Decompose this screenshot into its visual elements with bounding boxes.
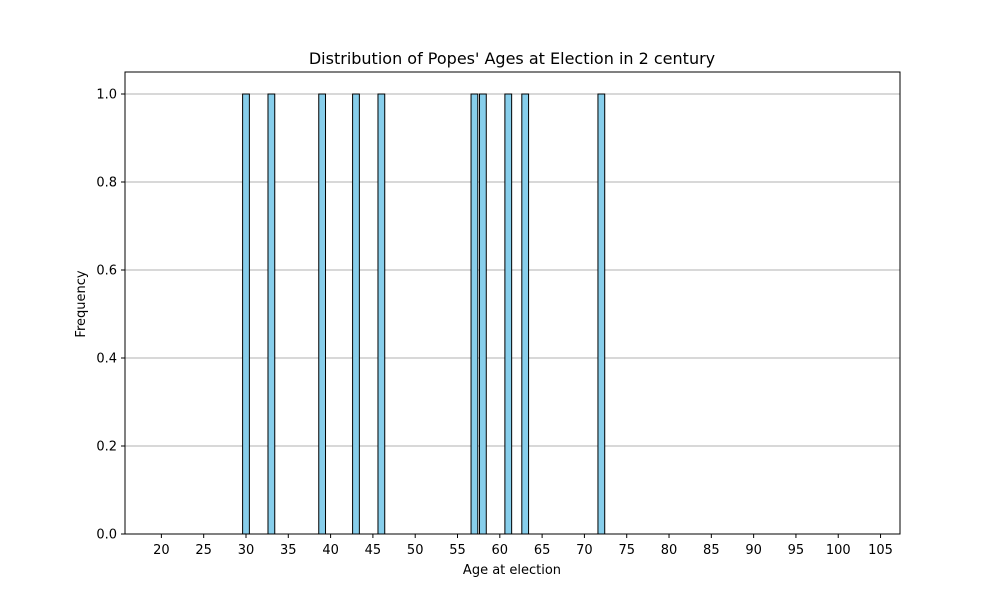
x-tick-label-10: 70 — [576, 543, 593, 558]
y-tick-label-4: 0.8 — [96, 176, 117, 191]
x-tick-label-3: 35 — [280, 543, 297, 558]
histogram-bar-58 — [479, 93, 487, 535]
x-tick-label-7: 55 — [449, 543, 466, 558]
x-tick-label-17: 105 — [868, 543, 893, 558]
x-tick-label-4: 40 — [322, 543, 339, 558]
histogram-bar-63 — [521, 93, 530, 535]
x-tick-label-1: 25 — [195, 543, 212, 558]
histogram-bar-57 — [470, 93, 479, 535]
histogram-bar-30 — [242, 93, 250, 535]
plot-frame — [124, 71, 901, 535]
y-axis-label: Frequency — [74, 270, 89, 337]
histogram-bar-61 — [504, 93, 513, 535]
x-axis-label: Age at election — [463, 563, 561, 578]
x-tick-label-9: 65 — [534, 543, 551, 558]
x-tick-label-13: 85 — [703, 543, 720, 558]
y-tick-label-0: 0.0 — [96, 528, 117, 543]
x-tick-label-12: 80 — [661, 543, 678, 558]
chart-title: Distribution of Popes' Ages at Election … — [309, 49, 715, 68]
x-axis-ticks: 20 25 30 35 40 45 50 55 60 65 70 75 80 85 90 95 100 105 — [153, 534, 893, 558]
histogram-bar-39 — [318, 93, 327, 535]
x-tick-label-5: 45 — [365, 543, 382, 558]
y-axis-ticks: 0.0 0.2 0.4 0.6 0.8 1.0 — [96, 88, 125, 543]
y-tick-label-2: 0.4 — [96, 352, 117, 367]
x-tick-label-15: 95 — [788, 543, 805, 558]
x-tick-label-8: 60 — [492, 543, 509, 558]
y-tick-label-3: 0.6 — [96, 264, 117, 279]
x-tick-label-11: 75 — [618, 543, 635, 558]
x-tick-label-6: 50 — [407, 543, 424, 558]
histogram-bar-46 — [377, 93, 386, 535]
histogram-bar-43 — [352, 93, 360, 535]
y-tick-label-5: 1.0 — [96, 88, 117, 103]
x-tick-label-14: 90 — [745, 543, 762, 558]
x-tick-label-2: 30 — [238, 543, 255, 558]
histogram-bar-72 — [597, 93, 606, 535]
x-tick-label-16: 100 — [826, 543, 851, 558]
x-tick-label-0: 20 — [153, 543, 170, 558]
y-tick-label-1: 0.2 — [96, 440, 117, 455]
histogram-bar-33 — [267, 93, 276, 535]
